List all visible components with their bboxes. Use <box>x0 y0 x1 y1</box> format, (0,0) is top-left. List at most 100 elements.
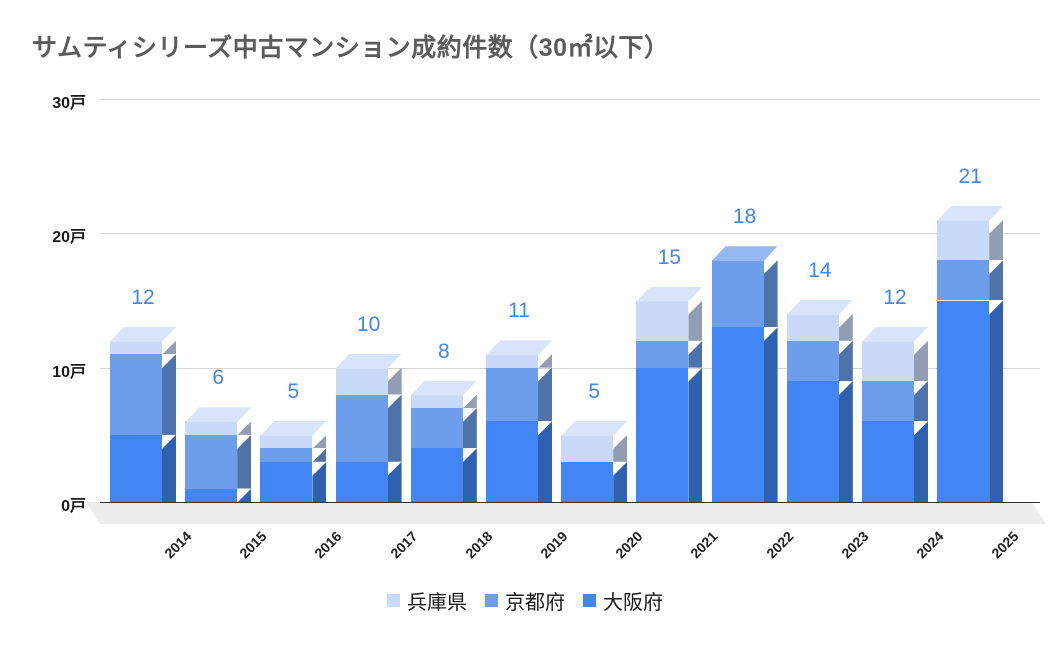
bar-segment-front <box>110 434 162 502</box>
bar-segment-side <box>312 434 327 449</box>
legend-swatch-icon <box>583 594 596 607</box>
bar-segment-side <box>613 461 628 502</box>
bar-segment[interactable] <box>486 340 552 368</box>
bar-segment-side <box>312 461 327 502</box>
bar-segment[interactable] <box>185 488 252 502</box>
bar-segment[interactable] <box>937 205 1004 261</box>
bar-segment[interactable] <box>486 367 552 422</box>
bar-segment[interactable] <box>110 434 176 502</box>
bar-segment-side <box>989 219 1004 261</box>
x-axis-tick-label: 2021 <box>687 528 721 562</box>
bar-segment[interactable] <box>711 246 778 328</box>
bar-segment-side <box>838 340 853 382</box>
bar-segment-side <box>763 327 778 502</box>
bar-segment[interactable] <box>937 260 1004 301</box>
bar-column[interactable] <box>110 0 176 502</box>
bar-segment-front <box>786 381 839 502</box>
bar-segment[interactable] <box>636 340 703 368</box>
y-axis-tick-label: 30戸 <box>52 95 86 112</box>
bar-segment[interactable] <box>636 286 703 341</box>
bar-segment-front <box>786 340 839 382</box>
gridline <box>100 233 1040 235</box>
bar-segment-side <box>162 340 176 355</box>
bar-segment-top <box>335 353 402 369</box>
bar-segment[interactable] <box>260 420 327 449</box>
bar-segment-side <box>312 448 327 462</box>
bar-segment[interactable] <box>786 381 853 502</box>
bar-column[interactable] <box>711 0 778 502</box>
bar-segment[interactable] <box>561 420 628 462</box>
bar-segment-side <box>538 421 552 502</box>
bar-column[interactable] <box>335 0 402 502</box>
bar-segment[interactable] <box>185 407 252 435</box>
legend-item[interactable]: 兵庫県 <box>387 586 467 615</box>
bar-segment[interactable] <box>110 326 176 355</box>
bar-segment-front <box>486 354 538 368</box>
bar-segment[interactable] <box>335 394 402 462</box>
bar-segment-side <box>462 448 477 502</box>
bar-segment-top <box>486 340 552 356</box>
x-axis-tick-label: 2023 <box>837 528 872 562</box>
bar-column[interactable] <box>561 0 628 502</box>
legend-label: 京都府 <box>505 592 565 614</box>
bar-segment-side <box>162 434 176 502</box>
bar-column[interactable] <box>486 0 552 502</box>
bar-segment-side <box>613 434 628 462</box>
bar-column[interactable] <box>862 0 928 502</box>
bar-segment[interactable] <box>335 461 402 502</box>
bar-segment[interactable] <box>862 326 928 382</box>
bar-segment[interactable] <box>410 448 477 502</box>
bar-segment[interactable] <box>410 407 477 449</box>
bar-value-label: 5 <box>588 379 601 403</box>
bar-value-label: 15 <box>657 245 682 269</box>
bar-segment-front <box>185 421 238 435</box>
legend-item[interactable]: 京都府 <box>485 586 565 615</box>
legend-swatch-icon <box>387 594 400 607</box>
bar-segment[interactable] <box>711 327 778 502</box>
bar-column[interactable] <box>937 0 1004 502</box>
bar-segment[interactable] <box>335 353 402 395</box>
bar-segment-front <box>410 407 463 449</box>
bar-segment-front <box>185 434 238 489</box>
bar-column[interactable] <box>410 0 477 502</box>
bar-segment[interactable] <box>110 354 176 435</box>
bar-segment-front <box>260 434 313 449</box>
bar-segment[interactable] <box>410 380 477 408</box>
bar-segment-front <box>862 340 914 382</box>
bar-segment[interactable] <box>937 300 1004 502</box>
bar-segment-front <box>410 394 463 408</box>
bar-value-label: 18 <box>732 205 757 229</box>
bar-segment-side <box>914 421 928 502</box>
bar-segment[interactable] <box>786 299 853 341</box>
bar-segment-front <box>711 327 764 502</box>
bar-segment[interactable] <box>185 434 252 489</box>
bar-value-label: 14 <box>808 258 832 282</box>
bar-segment[interactable] <box>486 421 552 502</box>
bar-segment[interactable] <box>862 421 928 502</box>
bar-segment-top <box>110 326 176 342</box>
x-axis-tick-label: 2025 <box>988 528 1022 562</box>
bar-segment-front <box>335 367 388 395</box>
bar-segment[interactable] <box>561 461 628 502</box>
bar-segment-front <box>335 461 388 502</box>
bar-segment-side <box>237 434 252 489</box>
bar-segment-side <box>387 367 402 395</box>
bar-segment[interactable] <box>786 340 853 382</box>
bar-segment[interactable] <box>636 367 703 502</box>
bar-segment-front <box>636 300 689 341</box>
bar-column[interactable] <box>636 0 703 502</box>
bar-segment[interactable] <box>862 381 928 422</box>
bar-segment-side <box>688 340 703 368</box>
bar-column[interactable] <box>260 0 327 502</box>
bar-segment[interactable] <box>260 448 327 462</box>
bar-segment[interactable] <box>260 461 327 502</box>
bar-value-label: 21 <box>958 164 982 188</box>
bar-value-label: 5 <box>287 379 300 403</box>
bar-column[interactable] <box>185 0 252 502</box>
x-axis-tick-label: 2015 <box>236 528 270 562</box>
bar-column[interactable] <box>786 0 853 502</box>
bar-segment-side <box>989 260 1004 301</box>
legend-item[interactable]: 大阪府 <box>583 586 663 615</box>
